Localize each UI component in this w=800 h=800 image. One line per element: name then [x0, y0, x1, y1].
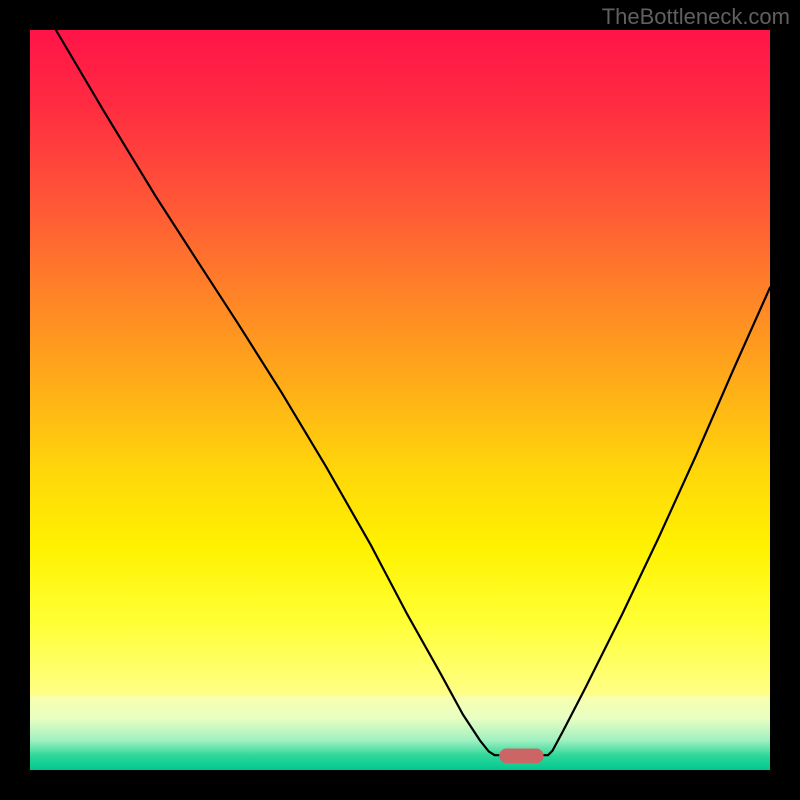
bottleneck-chart: [0, 0, 800, 800]
plot-background: [30, 30, 770, 770]
chart-container: TheBottleneck.com: [0, 0, 800, 800]
optimal-marker: [499, 749, 543, 764]
